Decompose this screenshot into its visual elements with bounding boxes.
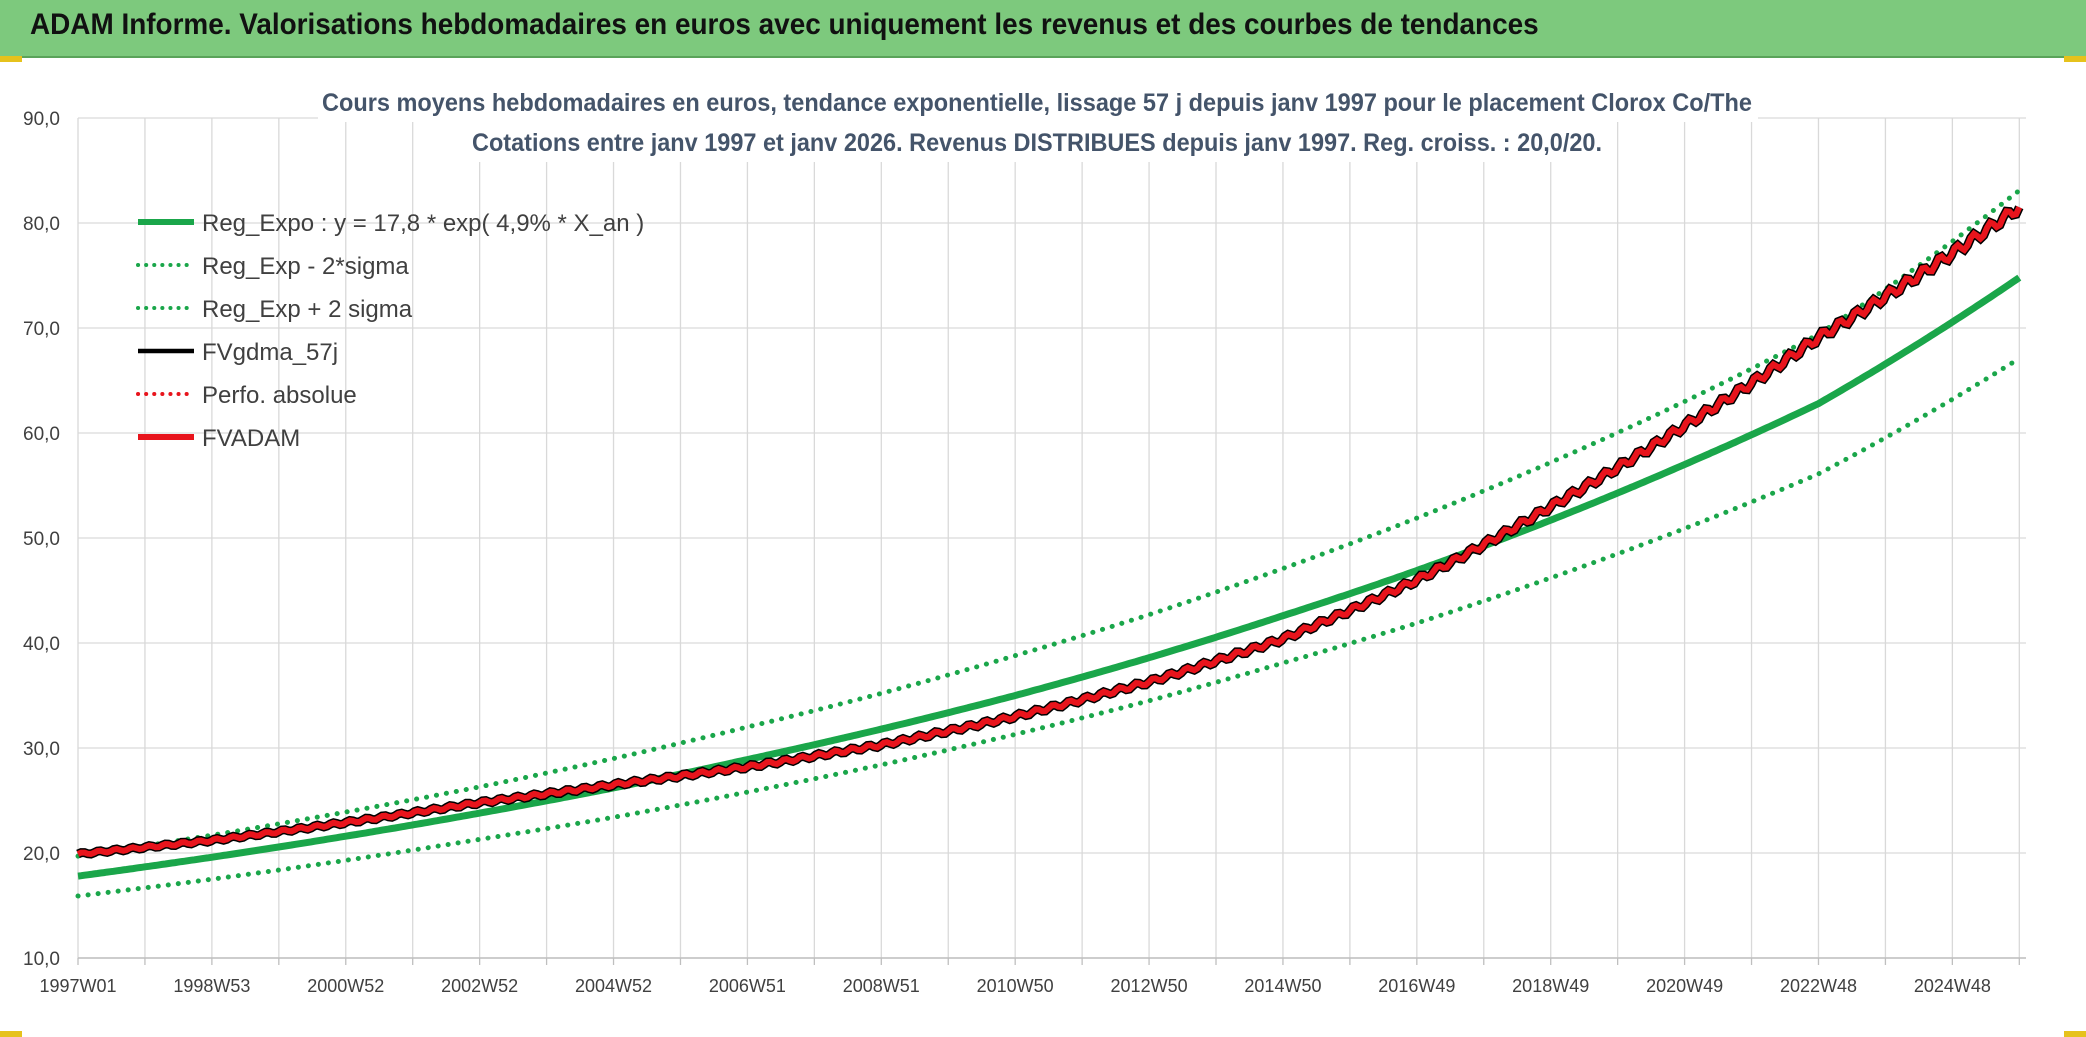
- chart-subtitle: Cotations entre janv 1997 et janv 2026. …: [472, 129, 1602, 157]
- series-reg-expo: [77, 274, 2022, 880]
- y-tick-label: 90,0: [23, 109, 60, 130]
- x-tick-label: 2010W50: [977, 976, 1054, 996]
- corner-mark-left: [0, 56, 22, 62]
- y-tick-label: 60,0: [23, 424, 60, 445]
- line-chart: 10,0 20,0 30,0 40,0 50,0 60,0 70,0 80,0 90,0 1997…: [23, 82, 2026, 996]
- legend-label: Reg_Exp + 2 sigma: [202, 296, 413, 323]
- x-tick-label: 2020W49: [1646, 976, 1723, 996]
- x-tick-label: 2002W52: [441, 976, 518, 996]
- legend-label: Reg_Expo : y = 17,8 * exp( 4,9% * X_an ): [202, 210, 644, 237]
- y-tick-label: 80,0: [23, 214, 60, 235]
- y-tick-label: 30,0: [23, 739, 60, 760]
- report-title: ADAM Informe. Valorisations hebdomadaire…: [30, 8, 1539, 41]
- legend-label: FVgdma_57j: [202, 339, 338, 366]
- y-tick-label: 70,0: [23, 319, 60, 340]
- x-tick-label: 1998W53: [173, 976, 250, 996]
- series-fvadam: [76, 206, 2023, 858]
- x-tick-label: 2022W48: [1780, 976, 1857, 996]
- series: [75, 187, 2024, 899]
- x-tick-label: 2006W51: [709, 976, 786, 996]
- series-reg-exp-plus-2sigma: [75, 187, 2022, 859]
- x-tick-label: 2018W49: [1512, 976, 1589, 996]
- corner-mark-right: [2064, 56, 2086, 62]
- legend-label: Perfo. absolue: [202, 382, 357, 409]
- axes: 10,0 20,0 30,0 40,0 50,0 60,0 70,0 80,0 90,0 1997…: [23, 109, 2026, 996]
- title-backdrop: [318, 82, 1758, 122]
- legend-label: FVADAM: [202, 425, 300, 452]
- y-tick-label: 50,0: [23, 529, 60, 550]
- legend-label: Reg_Exp - 2*sigma: [202, 253, 409, 280]
- x-tick-label: 1997W01: [39, 976, 116, 996]
- x-tick-label: 2012W50: [1111, 976, 1188, 996]
- x-tick-label: 2014W50: [1244, 976, 1321, 996]
- corner-mark-bottom-right: [2064, 1031, 2086, 1037]
- report-banner: ADAM Informe. Valorisations hebdomadaire…: [0, 0, 2086, 58]
- series-reg-exp-minus-2sigma: [75, 356, 2022, 899]
- chart-title-block: Cours moyens hebdomadaires en euros, ten…: [318, 82, 1758, 162]
- y-tick-label: 40,0: [23, 634, 60, 655]
- x-tick-label: 2004W52: [575, 976, 652, 996]
- y-tick-label: 20,0: [23, 844, 60, 865]
- subtitle-backdrop: [465, 122, 1610, 162]
- corner-mark-bottom-left: [0, 1031, 22, 1037]
- x-tick-label: 2008W51: [843, 976, 920, 996]
- x-tick-label: 2016W49: [1378, 976, 1455, 996]
- x-tick-label: 2024W48: [1914, 976, 1991, 996]
- chart-title: Cours moyens hebdomadaires en euros, ten…: [322, 89, 1752, 117]
- y-tick-label: 10,0: [23, 949, 60, 970]
- x-tick-label: 2000W52: [307, 976, 384, 996]
- legend: Reg_Expo : y = 17,8 * exp( 4,9% * X_an )…: [136, 210, 644, 452]
